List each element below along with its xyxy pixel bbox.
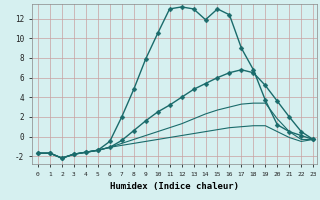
X-axis label: Humidex (Indice chaleur): Humidex (Indice chaleur) <box>110 182 239 191</box>
